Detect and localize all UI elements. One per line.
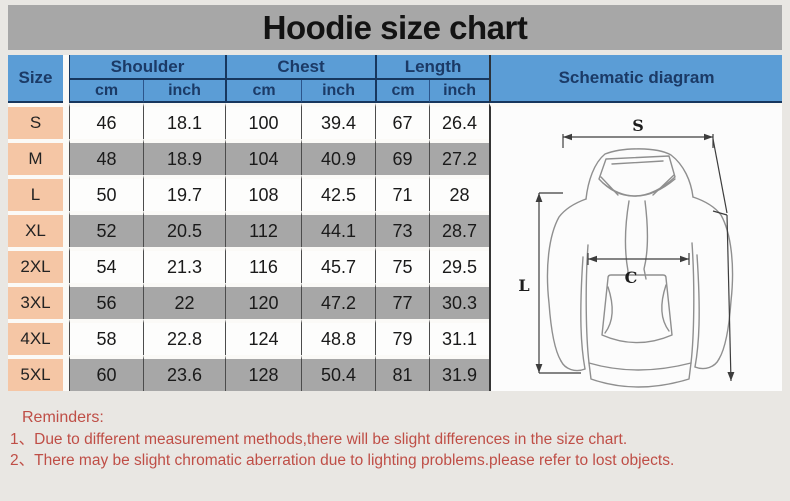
value-cell: 21.3 [143, 247, 226, 283]
schematic-header: Schematic diagram [489, 55, 783, 103]
value-cell: 46 [69, 103, 143, 139]
value-cell: 48 [69, 139, 143, 175]
reminder-item: 1、Due to different measurement methods,t… [10, 431, 628, 448]
schematic-cell: S C L [489, 103, 783, 391]
value-cell: 112 [225, 211, 302, 247]
value-cell: 69 [375, 139, 430, 175]
reminders: Reminders: 1、Due to different measuremen… [10, 407, 782, 471]
group-header-chest: Chest [225, 55, 376, 80]
measurement-labels: S C L [518, 116, 643, 295]
value-cell: 47.2 [301, 283, 376, 319]
value-cell: 73 [375, 211, 430, 247]
size-cell: XL [8, 211, 63, 247]
side-measure-line [712, 210, 735, 382]
value-cell: 22.8 [143, 319, 226, 355]
value-cell: 56 [69, 283, 143, 319]
value-cell: 44.1 [301, 211, 376, 247]
title-band: Hoodie size chart [8, 5, 782, 50]
size-cell: S [8, 103, 63, 139]
size-cell: 4XL [8, 319, 63, 355]
value-cell: 42.5 [301, 175, 376, 211]
size-cell: 3XL [8, 283, 63, 319]
hoodie-schematic-svg: S C L [518, 116, 735, 388]
shoulder-label: S [632, 116, 644, 135]
corner-header-size: Size [8, 55, 63, 103]
value-cell: 40.9 [301, 139, 376, 175]
value-cell: 23.6 [143, 355, 226, 391]
value-cell: 58 [69, 319, 143, 355]
table-header-row-units: cm inch cm inch cm inch [8, 80, 782, 103]
value-cell: 50.4 [301, 355, 376, 391]
value-cell: 67 [375, 103, 430, 139]
size-cell: 2XL [8, 247, 63, 283]
size-cell: L [8, 175, 63, 211]
reminders-heading: Reminders: [22, 409, 104, 426]
value-cell: 20.5 [143, 211, 226, 247]
value-cell: 50 [69, 175, 143, 211]
unit-header-length-inch: inch [429, 80, 490, 103]
unit-header-chest-inch: inch [301, 80, 376, 103]
chest-measure-line [587, 253, 690, 265]
value-cell: 120 [225, 283, 302, 319]
value-cell: 30.3 [429, 283, 490, 319]
length-label: L [518, 276, 529, 295]
value-cell: 28 [429, 175, 490, 211]
value-cell: 45.7 [301, 247, 376, 283]
value-cell: 28.7 [429, 211, 490, 247]
value-cell: 52 [69, 211, 143, 247]
value-cell: 27.2 [429, 139, 490, 175]
value-cell: 31.9 [429, 355, 490, 391]
value-cell: 77 [375, 283, 430, 319]
value-cell: 124 [225, 319, 302, 355]
measurement-lines [535, 133, 735, 382]
value-cell: 48.8 [301, 319, 376, 355]
group-header-length: Length [375, 55, 490, 80]
table-row: L 50 19.7 108 42.5 71 28 [8, 175, 782, 211]
group-header-shoulder: Shoulder [69, 55, 226, 80]
unit-header-shoulder-inch: inch [143, 80, 226, 103]
table-row: M 48 18.9 104 40.9 69 27.2 [8, 139, 782, 175]
size-cell: M [8, 139, 63, 175]
value-cell: 19.7 [143, 175, 226, 211]
value-cell: 54 [69, 247, 143, 283]
value-cell: 100 [225, 103, 302, 139]
value-cell: 18.1 [143, 103, 226, 139]
table-row: 3XL 56 22 120 47.2 77 30.3 [8, 283, 782, 319]
unit-header-chest-cm: cm [225, 80, 302, 103]
table-row: S 46 18.1 100 39.4 67 26.4 [8, 103, 783, 391]
reminder-item: 2、There may be slight chromatic aberrati… [10, 452, 675, 469]
value-cell: 22 [143, 283, 226, 319]
value-cell: 39.4 [301, 103, 376, 139]
value-cell: 71 [375, 175, 430, 211]
table-row: 2XL 54 21.3 116 45.7 75 29.5 [8, 247, 782, 283]
size-cell: 5XL [8, 355, 63, 391]
value-cell: 26.4 [429, 103, 490, 139]
value-cell: 81 [375, 355, 430, 391]
value-cell: 31.1 [429, 319, 490, 355]
value-cell: 75 [375, 247, 430, 283]
value-cell: 29.5 [429, 247, 490, 283]
length-measure-line [535, 192, 582, 374]
table-header-row-groups: Size Shoulder Chest Length Schematic dia… [8, 55, 783, 391]
chest-label: C [625, 268, 638, 287]
value-cell: 79 [375, 319, 430, 355]
hoodie-drawing [546, 148, 734, 388]
size-table-body: Size Shoulder Chest Length Schematic dia… [8, 55, 783, 391]
unit-header-shoulder-cm: cm [69, 80, 143, 103]
shoulder-measure-line [562, 133, 728, 214]
value-cell: 104 [225, 139, 302, 175]
column-gap [63, 55, 69, 391]
value-cell: 60 [69, 355, 143, 391]
table-row: 5XL 60 23.6 128 50.4 81 31.9 [8, 355, 782, 391]
size-table: Size Shoulder Chest Length Schematic dia… [8, 55, 783, 391]
value-cell: 108 [225, 175, 302, 211]
value-cell: 128 [225, 355, 302, 391]
value-cell: 116 [225, 247, 302, 283]
table-row: XL 52 20.5 112 44.1 73 28.7 [8, 211, 782, 247]
page-title: Hoodie size chart [262, 8, 528, 46]
unit-header-length-cm: cm [375, 80, 430, 103]
table-row: 4XL 58 22.8 124 48.8 79 31.1 [8, 319, 782, 355]
value-cell: 18.9 [143, 139, 226, 175]
